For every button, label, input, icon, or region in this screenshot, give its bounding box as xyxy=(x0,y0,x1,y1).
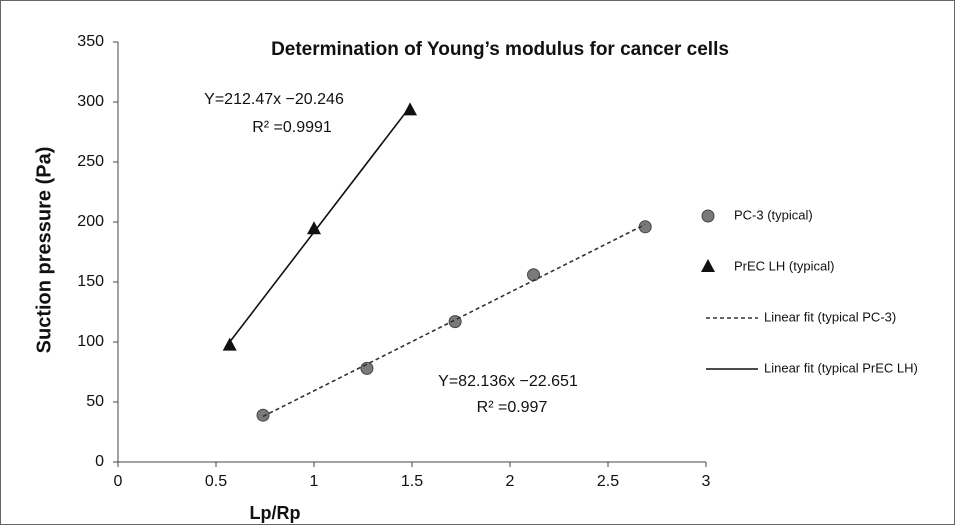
x-tick-label: 1 xyxy=(310,473,319,490)
data-point xyxy=(222,337,237,351)
x-tick-label: 0 xyxy=(114,473,123,490)
y-tick-label: 150 xyxy=(77,273,104,290)
y-tick-label: 250 xyxy=(77,153,104,170)
y-tick-label: 200 xyxy=(77,213,104,230)
chart-title: Determination of Young’s modulus for can… xyxy=(271,39,729,60)
x-tick-label: 2.5 xyxy=(597,473,619,490)
legend-marker xyxy=(701,259,715,272)
annotation: Y=212.47x −20.246 xyxy=(204,91,344,108)
y-axis-label: Suction pressure (Pa) xyxy=(33,147,55,354)
y-tick-label: 100 xyxy=(77,333,104,350)
legend-label: PC-3 (typical) xyxy=(734,207,813,222)
x-tick-label: 1.5 xyxy=(401,473,423,490)
annotation: R² =0.997 xyxy=(477,399,548,416)
x-tick-label: 3 xyxy=(702,473,711,490)
fit-line xyxy=(229,106,411,343)
annotation: R² =0.9991 xyxy=(252,119,332,136)
y-tick-label: 300 xyxy=(77,93,104,110)
legend-label: Linear fit (typical PC-3) xyxy=(764,309,896,324)
x-tick-label: 0.5 xyxy=(205,473,227,490)
y-tick-label: 350 xyxy=(77,33,104,50)
y-tick-label: 0 xyxy=(95,453,104,470)
fit-line xyxy=(262,223,646,418)
legend-marker xyxy=(701,209,715,223)
data-point xyxy=(307,221,321,235)
data-point xyxy=(527,268,541,282)
data-point xyxy=(360,361,374,375)
y-tick-label: 50 xyxy=(86,393,104,410)
data-point xyxy=(256,408,270,422)
legend-label: Linear fit (typical PrEC LH) xyxy=(764,360,918,375)
annotation: Y=82.136x −22.651 xyxy=(438,373,578,390)
legend-label: PrEC LH (typical) xyxy=(734,258,834,273)
x-axis-label: Lp/Rp xyxy=(250,503,301,523)
x-tick-label: 2 xyxy=(506,473,515,490)
